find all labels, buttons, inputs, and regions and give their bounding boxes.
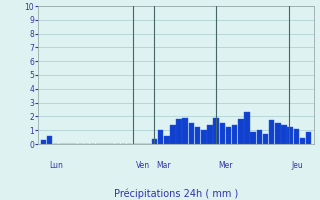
Bar (263, 134, 268, 144)
Bar (213, 118, 219, 144)
Text: Mer: Mer (219, 161, 233, 170)
Bar (207, 125, 213, 144)
Text: Lun: Lun (49, 161, 63, 170)
Bar (269, 120, 275, 144)
Bar (275, 123, 281, 144)
Text: Ven: Ven (136, 161, 150, 170)
Bar (164, 136, 170, 144)
Bar (238, 119, 244, 144)
Text: Mar: Mar (157, 161, 172, 170)
Bar (176, 119, 182, 144)
Bar (182, 118, 188, 144)
Bar (287, 127, 293, 144)
Bar (293, 129, 299, 144)
Bar (220, 123, 225, 144)
Bar (250, 132, 256, 144)
Text: Jeu: Jeu (292, 161, 303, 170)
Bar (300, 138, 305, 144)
Bar (232, 125, 237, 144)
Bar (170, 125, 176, 144)
Bar (244, 112, 250, 144)
Bar (152, 139, 157, 144)
Bar (306, 132, 311, 144)
Bar (195, 127, 200, 144)
Bar (158, 130, 163, 144)
Bar (257, 130, 262, 144)
Bar (226, 127, 231, 144)
Text: Précipitations 24h ( mm ): Précipitations 24h ( mm ) (114, 188, 238, 199)
Bar (41, 140, 46, 144)
Bar (189, 123, 194, 144)
Bar (201, 130, 206, 144)
Bar (47, 136, 52, 144)
Bar (281, 125, 287, 144)
